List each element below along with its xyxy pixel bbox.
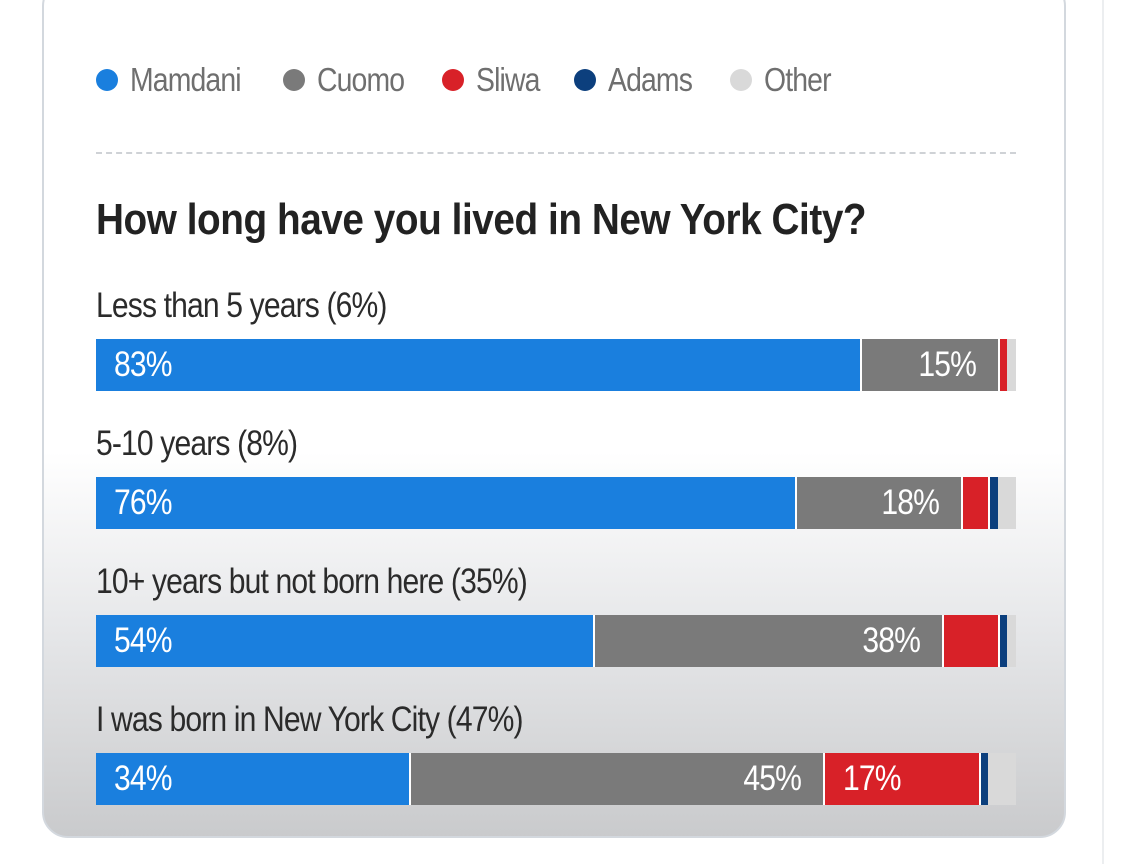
legend-label: Sliwa <box>476 61 540 98</box>
data-label: 34% <box>114 759 173 798</box>
stacked-bar: 83% 15% <box>96 339 1016 391</box>
bar-segment-cuomo: 45% <box>409 753 823 805</box>
stacked-bar: 76% 18% <box>96 477 1016 529</box>
category-label: I was born in New York City (47%) <box>96 700 524 739</box>
legend-label: Cuomo <box>316 61 405 98</box>
bar-segment-mamdani: 76% <box>96 477 795 529</box>
stacked-bar: 34% 45% 17% <box>96 753 1016 805</box>
bar-segment-sliwa <box>942 615 998 667</box>
data-label: 83% <box>114 345 173 384</box>
legend-item-other: Other <box>729 61 832 99</box>
bar-segment-cuomo: 15% <box>860 339 998 391</box>
data-label: 76% <box>114 483 173 522</box>
legend-item-adams: Adams <box>573 61 693 99</box>
bar-segment-adams <box>998 615 1007 667</box>
bar-segment-cuomo: 38% <box>593 615 942 667</box>
bar-segment-mamdani: 54% <box>96 615 593 667</box>
bar-segment-adams <box>979 753 988 805</box>
bar-segment-sliwa <box>998 339 1007 391</box>
legend-item-mamdani: Mamdani <box>96 61 245 99</box>
legend-label: Other <box>763 61 832 98</box>
legend-item-cuomo: Cuomo <box>282 61 405 99</box>
bar-segment-mamdani: 83% <box>96 339 860 391</box>
bar-segment-other <box>998 477 1016 529</box>
bar-segment-other <box>1007 615 1016 667</box>
data-label: 54% <box>114 621 173 660</box>
legend-dot-other <box>729 69 752 91</box>
data-label: 38% <box>862 621 921 660</box>
category-label: Less than 5 years (6%) <box>96 286 387 325</box>
legend-label: Mamdani <box>130 61 242 98</box>
category-label: 10+ years but not born here (35%) <box>96 562 528 601</box>
bar-segment-cuomo: 18% <box>795 477 961 529</box>
stacked-bar: 54% 38% <box>96 615 1016 667</box>
poll-card <box>42 0 1066 838</box>
bar-segment-mamdani: 34% <box>96 753 409 805</box>
category-label: 5-10 years (8%) <box>96 424 298 463</box>
dashed-divider <box>96 152 1016 154</box>
legend-item-sliwa: Sliwa <box>442 61 541 99</box>
bar-segment-other <box>1007 339 1016 391</box>
bar-segment-sliwa <box>961 477 988 529</box>
legend-label: Adams <box>607 61 693 98</box>
chart-title: How long have you lived in New York City… <box>96 195 867 244</box>
chart-legend: Mamdani Cuomo Sliwa Adams Other <box>96 58 865 102</box>
legend-dot-sliwa <box>442 69 465 91</box>
legend-dot-mamdani <box>96 69 118 91</box>
data-label: 45% <box>743 759 802 798</box>
bar-segment-adams <box>988 477 998 529</box>
data-label: 15% <box>918 345 977 384</box>
legend-dot-adams <box>573 69 596 91</box>
bar-segment-other <box>988 753 1016 805</box>
data-label: 18% <box>881 483 940 522</box>
bar-segment-sliwa: 17% <box>823 753 979 805</box>
data-label: 17% <box>843 759 902 798</box>
legend-dot-cuomo <box>282 69 305 91</box>
column-divider <box>1102 0 1104 864</box>
